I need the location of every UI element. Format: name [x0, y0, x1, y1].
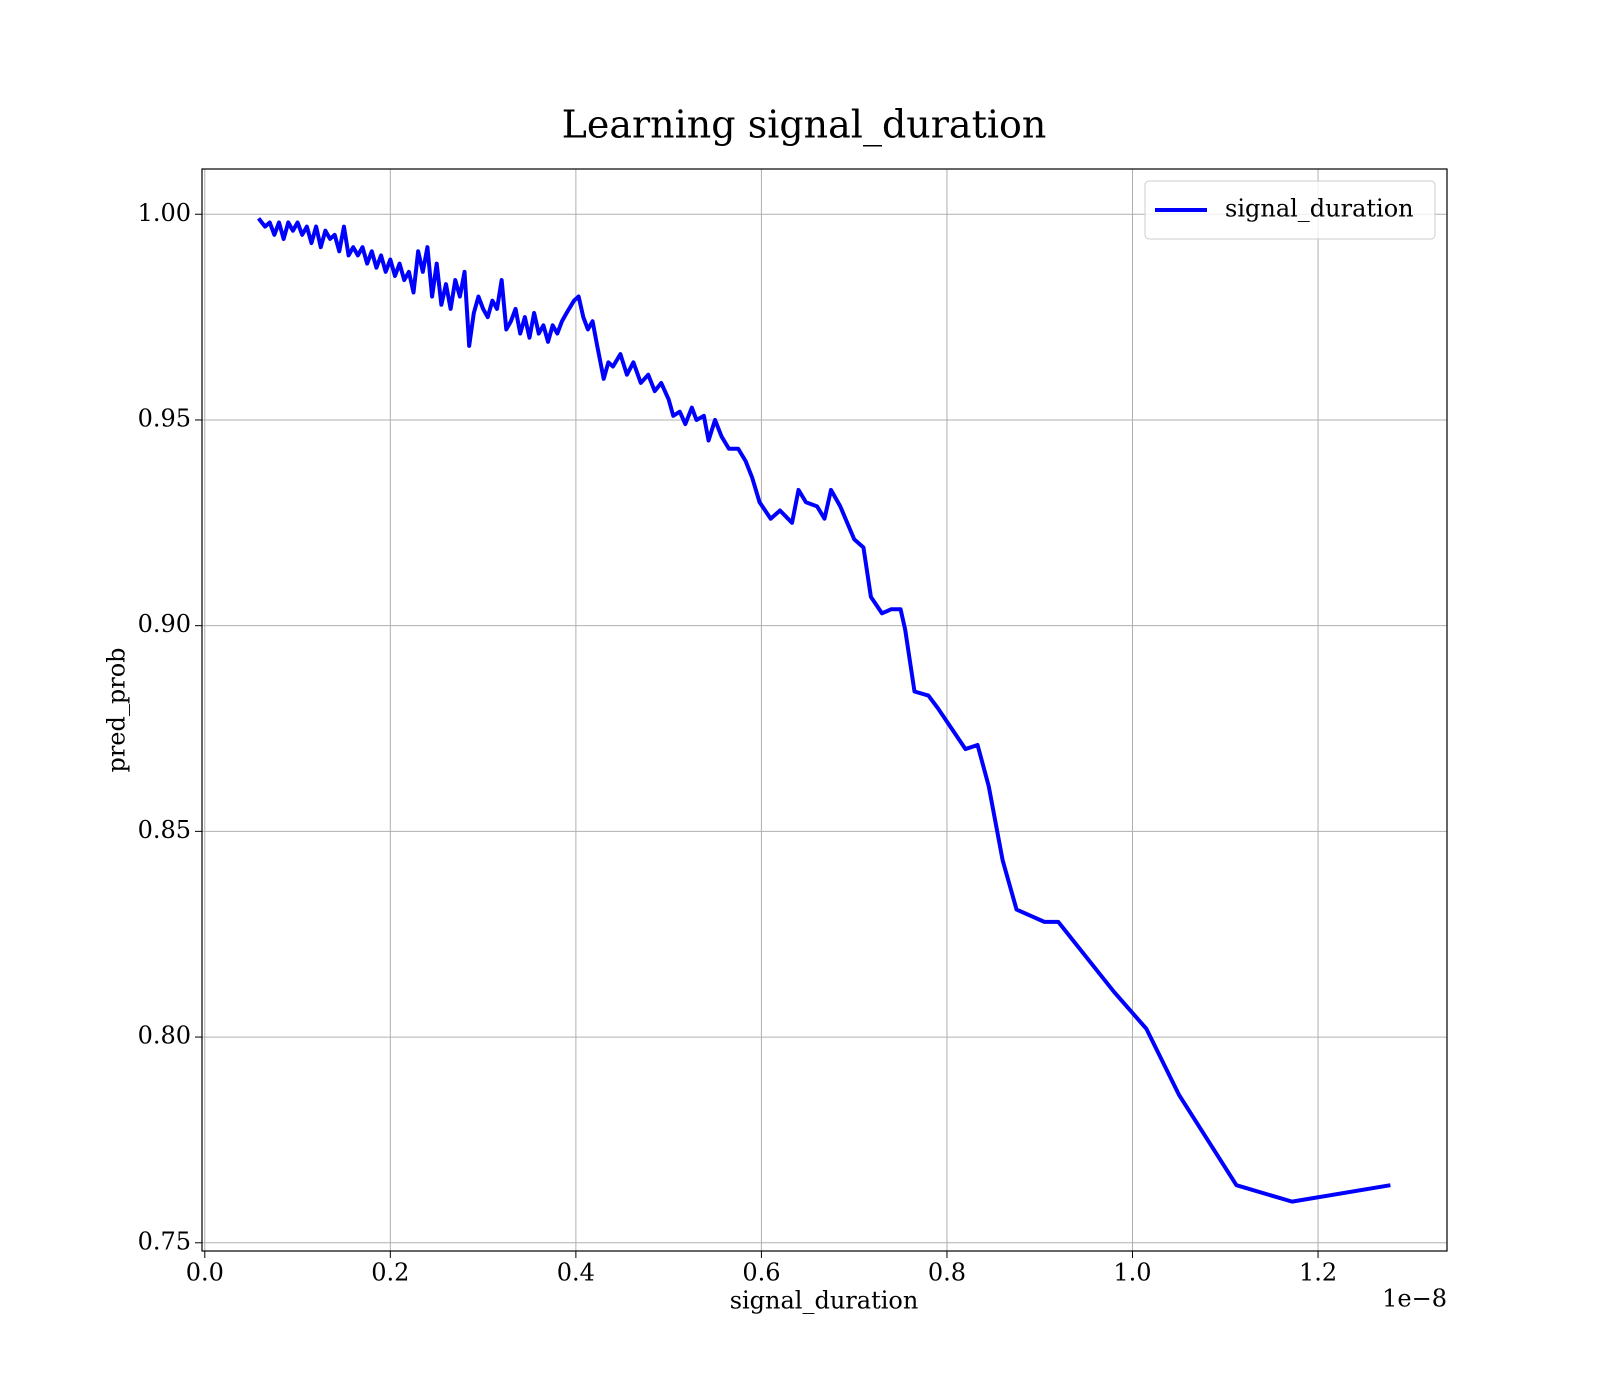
y-tick-label: 0.85 — [138, 816, 191, 844]
x-tick-label: 1.2 — [1299, 1259, 1337, 1287]
y-tick-label: 0.80 — [138, 1022, 191, 1050]
y-tick-label: 0.75 — [138, 1227, 191, 1255]
legend-label: signal_duration — [1225, 195, 1414, 223]
x-tick-label: 0.2 — [371, 1259, 409, 1287]
legend-box — [1144, 180, 1436, 240]
y-tick-label: 1.00 — [138, 199, 191, 227]
x-offset-label: 1e−8 — [1382, 1285, 1447, 1313]
y-tick-label: 0.90 — [138, 610, 191, 638]
chart-title: Learning signal_duration — [562, 103, 1047, 148]
x-axis-label: signal_duration — [730, 1287, 919, 1315]
y-tick-label: 0.95 — [138, 404, 191, 432]
y-axis-label: pred_prob — [103, 647, 131, 772]
x-tick-label: 0.6 — [742, 1259, 780, 1287]
x-tick-label: 0.8 — [928, 1259, 966, 1287]
x-tick-label: 0.0 — [186, 1259, 224, 1287]
plot-frame — [201, 168, 1448, 1252]
x-tick-label: 1.0 — [1113, 1259, 1151, 1287]
x-tick-label: 0.4 — [557, 1259, 595, 1287]
data-line — [257, 217, 1391, 1204]
